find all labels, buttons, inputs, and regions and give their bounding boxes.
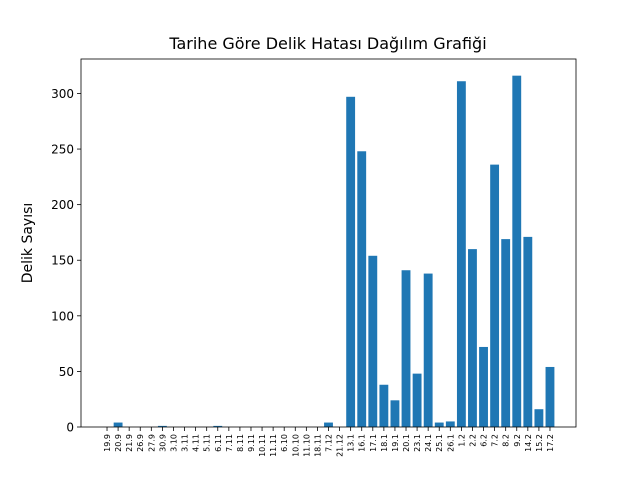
x-tick-label: 9.11 bbox=[247, 434, 256, 452]
bar bbox=[357, 151, 367, 427]
x-tick-label: 21.9 bbox=[125, 434, 134, 452]
y-tick-label: 150 bbox=[51, 254, 74, 268]
x-tick-label: 11.11 bbox=[269, 434, 278, 457]
x-tick-label: 30.9 bbox=[158, 434, 167, 452]
bar bbox=[401, 270, 411, 427]
x-tick-label: 18.1 bbox=[380, 434, 389, 452]
x-tick-label: 7.11 bbox=[225, 434, 234, 452]
bar bbox=[434, 422, 444, 427]
x-tick-label: 21.12 bbox=[336, 434, 345, 457]
x-tick-label: 27.9 bbox=[147, 434, 156, 452]
x-tick-label: 8.11 bbox=[236, 434, 245, 452]
x-tick-label: 6.10 bbox=[280, 434, 289, 452]
bar bbox=[113, 422, 123, 427]
x-tick-label: 25.1 bbox=[435, 434, 444, 452]
x-tick-label: 26.1 bbox=[446, 434, 455, 452]
y-tick-label: 250 bbox=[51, 143, 74, 157]
bar bbox=[501, 239, 511, 427]
x-tick-label: 24.1 bbox=[424, 434, 433, 452]
x-tick-label: 13.1 bbox=[347, 434, 356, 452]
x-tick-label: 3.11 bbox=[181, 434, 190, 452]
bar bbox=[368, 255, 378, 427]
x-tick-label: 4.11 bbox=[192, 434, 201, 452]
x-tick-label: 17.1 bbox=[369, 434, 378, 452]
x-tick-label: 19.1 bbox=[391, 434, 400, 452]
x-tick-label: 26.9 bbox=[136, 434, 145, 452]
x-tick-label: 17.2 bbox=[546, 434, 555, 452]
x-tick-label: 10.10 bbox=[291, 434, 300, 457]
y-tick-label: 0 bbox=[66, 421, 74, 435]
chart-title: Tarihe Göre Delik Hatası Dağılım Grafiği bbox=[168, 34, 486, 53]
x-tick-label: 2.2 bbox=[468, 434, 477, 447]
x-tick-label: 16.1 bbox=[358, 434, 367, 452]
bar bbox=[468, 249, 477, 427]
bar bbox=[423, 273, 433, 427]
bar bbox=[324, 422, 333, 427]
bar bbox=[213, 425, 223, 427]
x-tick-label: 5.11 bbox=[203, 434, 212, 452]
bar bbox=[545, 366, 555, 427]
bar bbox=[445, 421, 455, 427]
y-tick-label: 200 bbox=[51, 198, 74, 212]
bar bbox=[390, 400, 400, 427]
x-tick-label: 14.2 bbox=[524, 434, 533, 452]
bar bbox=[523, 236, 533, 427]
x-tick-label: 7.2 bbox=[491, 434, 500, 447]
bar bbox=[157, 425, 167, 427]
x-tick-label: 3.10 bbox=[169, 434, 178, 452]
x-tick-label: 19.9 bbox=[103, 434, 112, 452]
y-tick-label: 50 bbox=[59, 365, 74, 379]
x-tick-label: 15.2 bbox=[535, 434, 544, 452]
bar bbox=[346, 96, 356, 428]
x-tick-label: 20.9 bbox=[114, 434, 123, 452]
x-tick-label: 1.2 bbox=[457, 434, 466, 447]
bar bbox=[534, 409, 544, 427]
x-tick-label: 6.2 bbox=[480, 434, 489, 447]
x-tick-label: 10.11 bbox=[258, 434, 267, 457]
y-tick-label: 300 bbox=[51, 87, 74, 101]
x-tick-label: 9.2 bbox=[513, 434, 522, 447]
bar bbox=[490, 164, 500, 428]
bar bbox=[412, 373, 422, 427]
x-tick-label: 8.2 bbox=[502, 434, 511, 447]
y-tick-label: 100 bbox=[51, 309, 74, 323]
bar bbox=[479, 346, 488, 427]
bar bbox=[456, 81, 466, 427]
bar bbox=[512, 75, 522, 428]
x-tick-label: 11.10 bbox=[302, 434, 311, 457]
plot-frame bbox=[80, 58, 577, 428]
x-tick-label: 6.11 bbox=[214, 434, 223, 452]
x-tick-label: 20.1 bbox=[402, 434, 411, 452]
x-tick-label: 7.12 bbox=[325, 434, 334, 452]
bar bbox=[379, 384, 389, 427]
y-axis-label: Delik Sayısı bbox=[20, 203, 36, 284]
x-tick-label: 18.11 bbox=[313, 434, 322, 457]
x-tick-label: 23.1 bbox=[413, 434, 422, 452]
